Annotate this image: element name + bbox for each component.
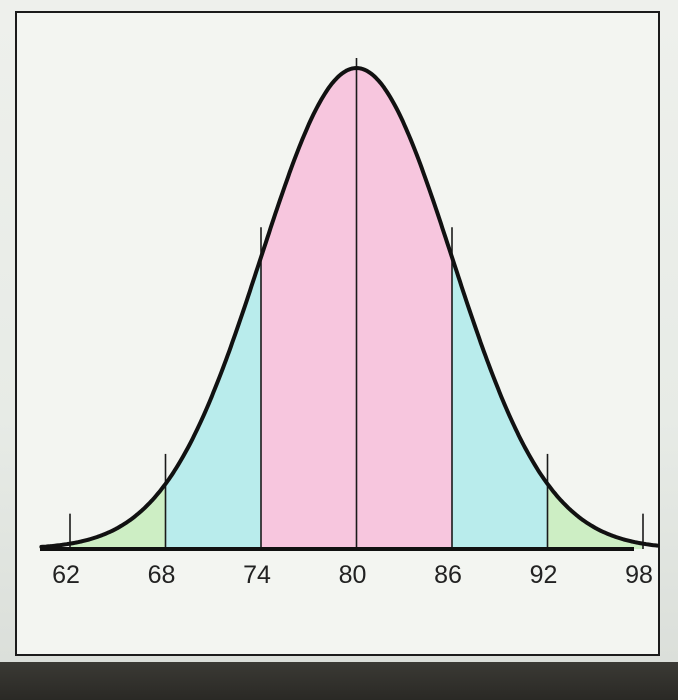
bell-curve-line <box>39 66 660 549</box>
dark-surface-strip <box>0 662 678 700</box>
tick-label-74: 74 <box>243 561 271 589</box>
sd-lines <box>69 58 644 549</box>
tick-label-80: 80 <box>339 561 367 589</box>
tick-label-68: 68 <box>148 561 176 589</box>
shaded-region-62-68 <box>70 68 166 549</box>
shaded-region-92-98 <box>547 68 643 549</box>
tick-label-92: 92 <box>530 561 558 589</box>
tick-label-98: 98 <box>625 561 653 589</box>
tick-label-86: 86 <box>434 561 462 589</box>
tick-label-62: 62 <box>52 561 80 589</box>
x-tick-labels: 62 68 74 80 86 92 98 <box>52 561 653 589</box>
